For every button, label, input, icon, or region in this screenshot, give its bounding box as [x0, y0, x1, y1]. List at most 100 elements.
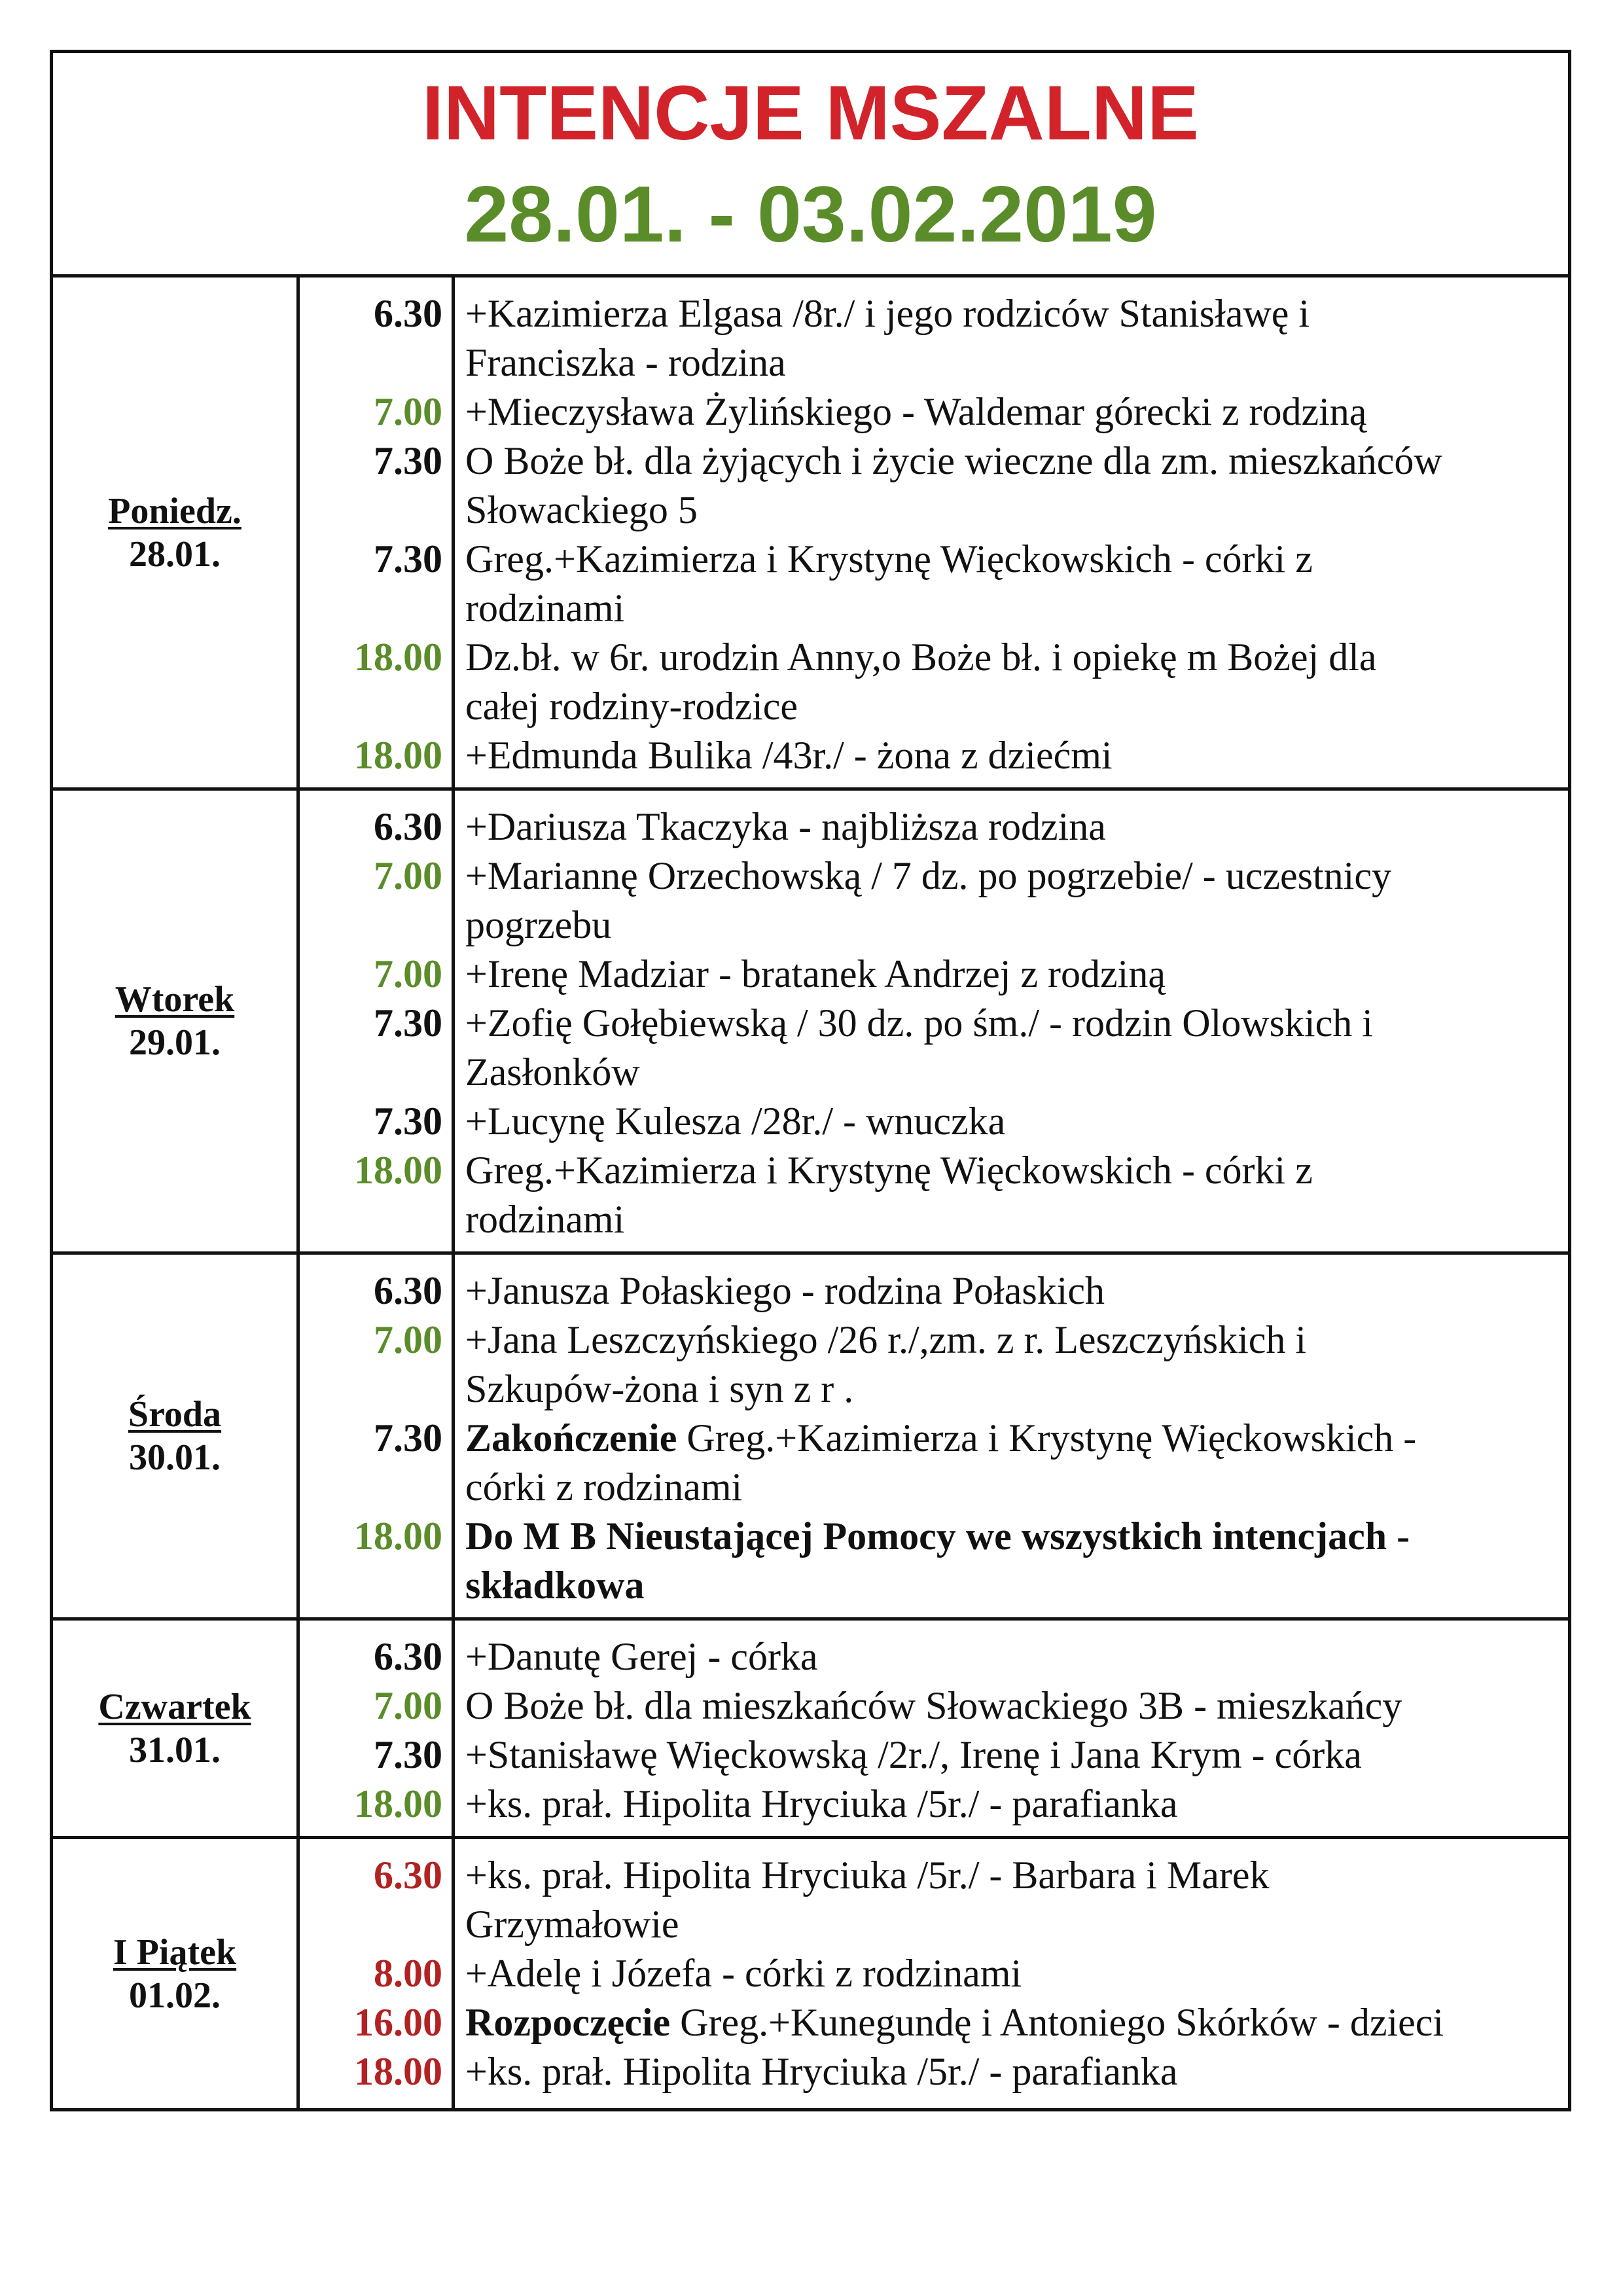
intention-line: rodzinami: [465, 1195, 1568, 1244]
mass-time: 6.30: [374, 292, 442, 335]
mass-time: 7.30: [374, 537, 442, 581]
intention-text: +Kazimierza Elgasa /8r./ i jego rodziców…: [465, 292, 1310, 335]
intention-text: Słowackiego 5: [465, 488, 698, 531]
time-spacer: [300, 1561, 442, 1610]
intention-line: składkowa: [465, 1561, 1568, 1610]
intention-text: +ks. prał. Hipolita Hryciuka /5r./ - par…: [465, 2050, 1178, 2093]
mass-time: 7.00: [374, 1684, 442, 1727]
intention-line: Zasłonków: [465, 1048, 1568, 1097]
intention-line: Greg.+Kazimierza i Krystynę Więckowskich…: [465, 1146, 1568, 1195]
intention-line: rodzinami: [465, 584, 1568, 633]
intention-line: +Stanisławę Więckowską /2r./, Irenę i Ja…: [465, 1731, 1568, 1780]
intention-line: +ks. prał. Hipolita Hryciuka /5r./ - par…: [465, 1780, 1568, 1829]
intention-line: Do M B Nieustającej Pomocy we wszystkich…: [465, 1512, 1568, 1561]
mass-time: 7.30: [374, 1001, 442, 1045]
intention-text: pogrzebu: [465, 903, 612, 946]
day-row: I Piątek 01.02. 6.30 8.00 16.00 18.00 +ks. pr…: [53, 1839, 1568, 2108]
intention-line: +Irenę Madziar - bratanek Andrzej z rodz…: [465, 950, 1568, 999]
intention-text: +Danutę Gerej - córka: [465, 1635, 818, 1678]
day-row: Poniedz. 28.01. 6.30 7.00 7.30 7.30 18.00 1…: [53, 278, 1568, 791]
intention-text: Zasłonków: [465, 1050, 640, 1094]
date-range: 28.01. - 03.02.2019: [464, 170, 1157, 259]
mass-time: 6.30: [374, 805, 442, 848]
intention-text: +Zofię Gołębiewską / 30 dz. po śm./ - ro…: [465, 1001, 1373, 1045]
intention-text: składkowa: [465, 1564, 645, 1607]
intention-line: O Boże bł. dla żyjących i życie wieczne …: [465, 437, 1568, 486]
intention-text: O Boże bł. dla żyjących i życie wieczne …: [465, 439, 1442, 482]
days-container: Poniedz. 28.01. 6.30 7.00 7.30 7.30 18.00 1…: [53, 278, 1568, 2108]
intention-text: +Dariusza Tkaczyka - najbliższa rodzina: [465, 805, 1106, 848]
mass-time: 18.00: [354, 636, 442, 679]
intention-line: całej rodziny-rodzice: [465, 682, 1568, 731]
mass-time: 7.00: [374, 390, 442, 433]
day-name: I Piątek: [113, 1931, 237, 1973]
time-spacer: [300, 584, 442, 633]
day-name: Środa: [128, 1394, 222, 1435]
time-cell: 6.30 7.00 7.30 7.30 18.00 18.00: [300, 278, 455, 787]
time-spacer: [300, 682, 442, 731]
intention-line: Zakończenie Greg.+Kazimierza i Krystynę …: [465, 1414, 1568, 1463]
intention-text: Franciszka - rodzina: [465, 341, 786, 384]
mass-time: 18.00: [354, 734, 442, 777]
intention-cell: +Janusza Połaskiego - rodzina Połaskich +…: [455, 1255, 1568, 1617]
intention-text: +Jana Leszczyńskiego /26 r./,zm. z r. Le…: [465, 1318, 1307, 1361]
mass-time: 7.30: [374, 1733, 442, 1776]
day-name: Wtorek: [115, 979, 235, 1020]
intention-text: Greg.+Kazimierza i Krystynę Więckowskich…: [677, 1416, 1417, 1460]
mass-time: 18.00: [354, 1149, 442, 1192]
intention-line: +ks. prał. Hipolita Hryciuka /5r./ - Bar…: [465, 1851, 1568, 1900]
intention-text: całej rodziny-rodzice: [465, 685, 798, 728]
day-cell: Czwartek 31.01.: [53, 1621, 300, 1836]
intentions-table: INTENCJE MSZALNE 28.01. - 03.02.2019 Pon…: [50, 50, 1571, 2111]
intention-line: Franciszka - rodzina: [465, 338, 1568, 387]
intention-text: Do M B Nieustającej Pomocy we wszystkich…: [465, 1515, 1410, 1558]
day-date: 29.01.: [129, 1022, 221, 1063]
day-row: Czwartek 31.01. 6.30 7.00 7.30 18.00 +Danutę G…: [53, 1621, 1568, 1839]
mass-time: 18.00: [354, 2050, 442, 2093]
intention-text: +ks. prał. Hipolita Hryciuka /5r./ - par…: [465, 1782, 1178, 1825]
table-header: INTENCJE MSZALNE 28.01. - 03.02.2019: [53, 53, 1568, 278]
intention-line: Greg.+Kazimierza i Krystynę Więckowskich…: [465, 535, 1568, 584]
day-cell: I Piątek 01.02.: [53, 1839, 300, 2108]
mass-time: 6.30: [374, 1635, 442, 1678]
intention-text: Grzymałowie: [465, 1903, 679, 1946]
mass-time: 6.30: [374, 1269, 442, 1312]
intention-text: +Adelę i Józefa - córki z rodzinami: [465, 1952, 1022, 1995]
intention-text: Greg.+Kazimierza i Krystynę Więckowskich…: [465, 1149, 1313, 1192]
mass-time: 6.30: [374, 1854, 442, 1897]
intention-line: +Adelę i Józefa - córki z rodzinami: [465, 1949, 1568, 1998]
intention-line: +Lucynę Kulesza /28r./ - wnuczka: [465, 1097, 1568, 1146]
time-spacer: [300, 1195, 442, 1244]
day-name: Czwartek: [98, 1686, 251, 1727]
intention-line: Grzymałowie: [465, 1900, 1568, 1949]
time-spacer: [300, 1365, 442, 1414]
intention-text: rodzinami: [465, 586, 625, 630]
intention-line: +Jana Leszczyńskiego /26 r./,zm. z r. Le…: [465, 1316, 1568, 1365]
intention-bold-prefix: Zakończenie: [465, 1416, 677, 1460]
mass-time: 8.00: [374, 1952, 442, 1995]
time-cell: 6.30 7.00 7.00 7.30 7.30 18.00: [300, 791, 455, 1251]
intention-cell: +Dariusza Tkaczyka - najbliższa rodzina +…: [455, 791, 1568, 1251]
day-date: 30.01.: [129, 1437, 221, 1478]
intention-line: +ks. prał. Hipolita Hryciuka /5r./ - par…: [465, 2047, 1568, 2096]
time-cell: 6.30 7.00 7.30 18.00: [300, 1621, 455, 1836]
day-date: 28.01.: [129, 533, 221, 575]
intention-line: Rozpoczęcie Greg.+Kunegundę i Antoniego …: [465, 1998, 1568, 2047]
intention-cell: +ks. prał. Hipolita Hryciuka /5r./ - Bar…: [455, 1839, 1568, 2108]
time-spacer: [300, 1463, 442, 1512]
intention-text: +ks. prał. Hipolita Hryciuka /5r./ - Bar…: [465, 1854, 1270, 1897]
day-row: Środa 30.01. 6.30 7.00 7.30 18.00 +Janusza …: [53, 1255, 1568, 1621]
intention-line: Dz.bł. w 6r. urodzin Anny,o Boże bł. i o…: [465, 633, 1568, 682]
intention-line: +Kazimierza Elgasa /8r./ i jego rodziców…: [465, 289, 1568, 338]
intention-cell: +Danutę Gerej - córka O Boże bł. dla mies…: [455, 1621, 1568, 1836]
intention-text: Greg.+Kunegundę i Antoniego Skórków - dz…: [670, 2001, 1444, 2044]
intention-line: +Dariusza Tkaczyka - najbliższa rodzina: [465, 802, 1568, 852]
mass-time: 18.00: [354, 1515, 442, 1558]
time-spacer: [300, 1048, 442, 1097]
page-title: INTENCJE MSZALNE: [422, 70, 1199, 156]
intention-line: +Danutę Gerej - córka: [465, 1632, 1568, 1681]
time-spacer: [300, 486, 442, 535]
intention-line: Szkupów-żona i syn z r .: [465, 1365, 1568, 1414]
intention-text: O Boże bł. dla mieszkańców Słowackiego 3…: [465, 1684, 1402, 1727]
mass-time: 7.00: [374, 952, 442, 996]
